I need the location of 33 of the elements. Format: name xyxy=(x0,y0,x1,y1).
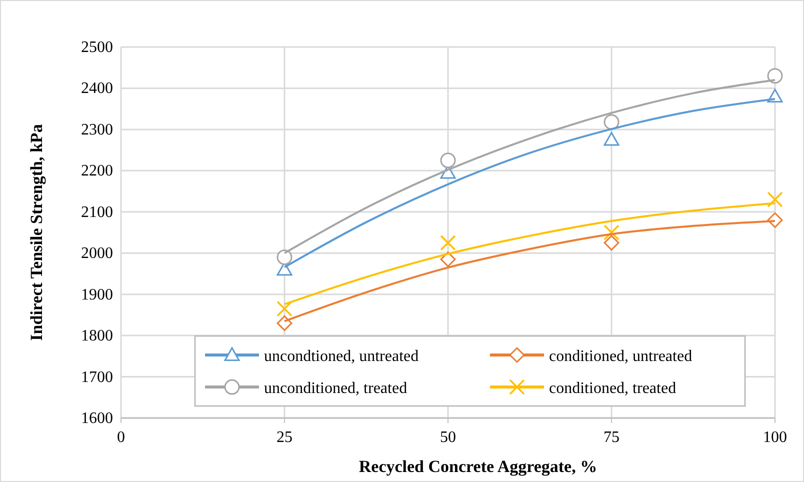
y-tick-label: 2500 xyxy=(81,39,113,56)
point xyxy=(276,249,292,265)
point xyxy=(440,252,456,268)
y-axis-title: Indirect Tensile Strength, kPa xyxy=(27,124,46,341)
point xyxy=(604,132,620,146)
point xyxy=(767,192,783,208)
legend-label: uncondtioned, untreated xyxy=(264,348,419,365)
point xyxy=(604,235,620,251)
y-tick-label: 2000 xyxy=(81,245,113,262)
y-tick-label: 2200 xyxy=(81,162,113,180)
y-tick-label: 1800 xyxy=(81,328,113,345)
x-tick-label: 50 xyxy=(440,429,456,446)
x-tick-label: 75 xyxy=(604,429,620,446)
x-tick-label: 100 xyxy=(763,429,787,446)
x-tick-label: 0 xyxy=(117,429,125,446)
legend-label: unconditioned, treated xyxy=(264,380,408,397)
point xyxy=(276,300,292,317)
legend-label: conditioned, treated xyxy=(549,380,676,397)
point xyxy=(440,234,456,251)
y-tick-label: 2100 xyxy=(81,204,113,221)
y-tick-label: 1700 xyxy=(81,368,113,386)
y-tick-label: 1600 xyxy=(81,410,113,427)
point xyxy=(440,152,456,168)
x-tick-label: 25 xyxy=(276,429,292,446)
y-tick-label: 1900 xyxy=(81,286,113,304)
point xyxy=(604,224,620,240)
point xyxy=(604,114,620,130)
point xyxy=(276,315,292,331)
y-tick-label: 2300 xyxy=(81,121,113,138)
legend-label: conditioned, untreated xyxy=(549,348,692,365)
x-axis-title: Recycled Concrete Aggregate, % xyxy=(358,457,598,476)
point xyxy=(767,68,783,84)
y-tick-label: 2400 xyxy=(81,80,113,98)
